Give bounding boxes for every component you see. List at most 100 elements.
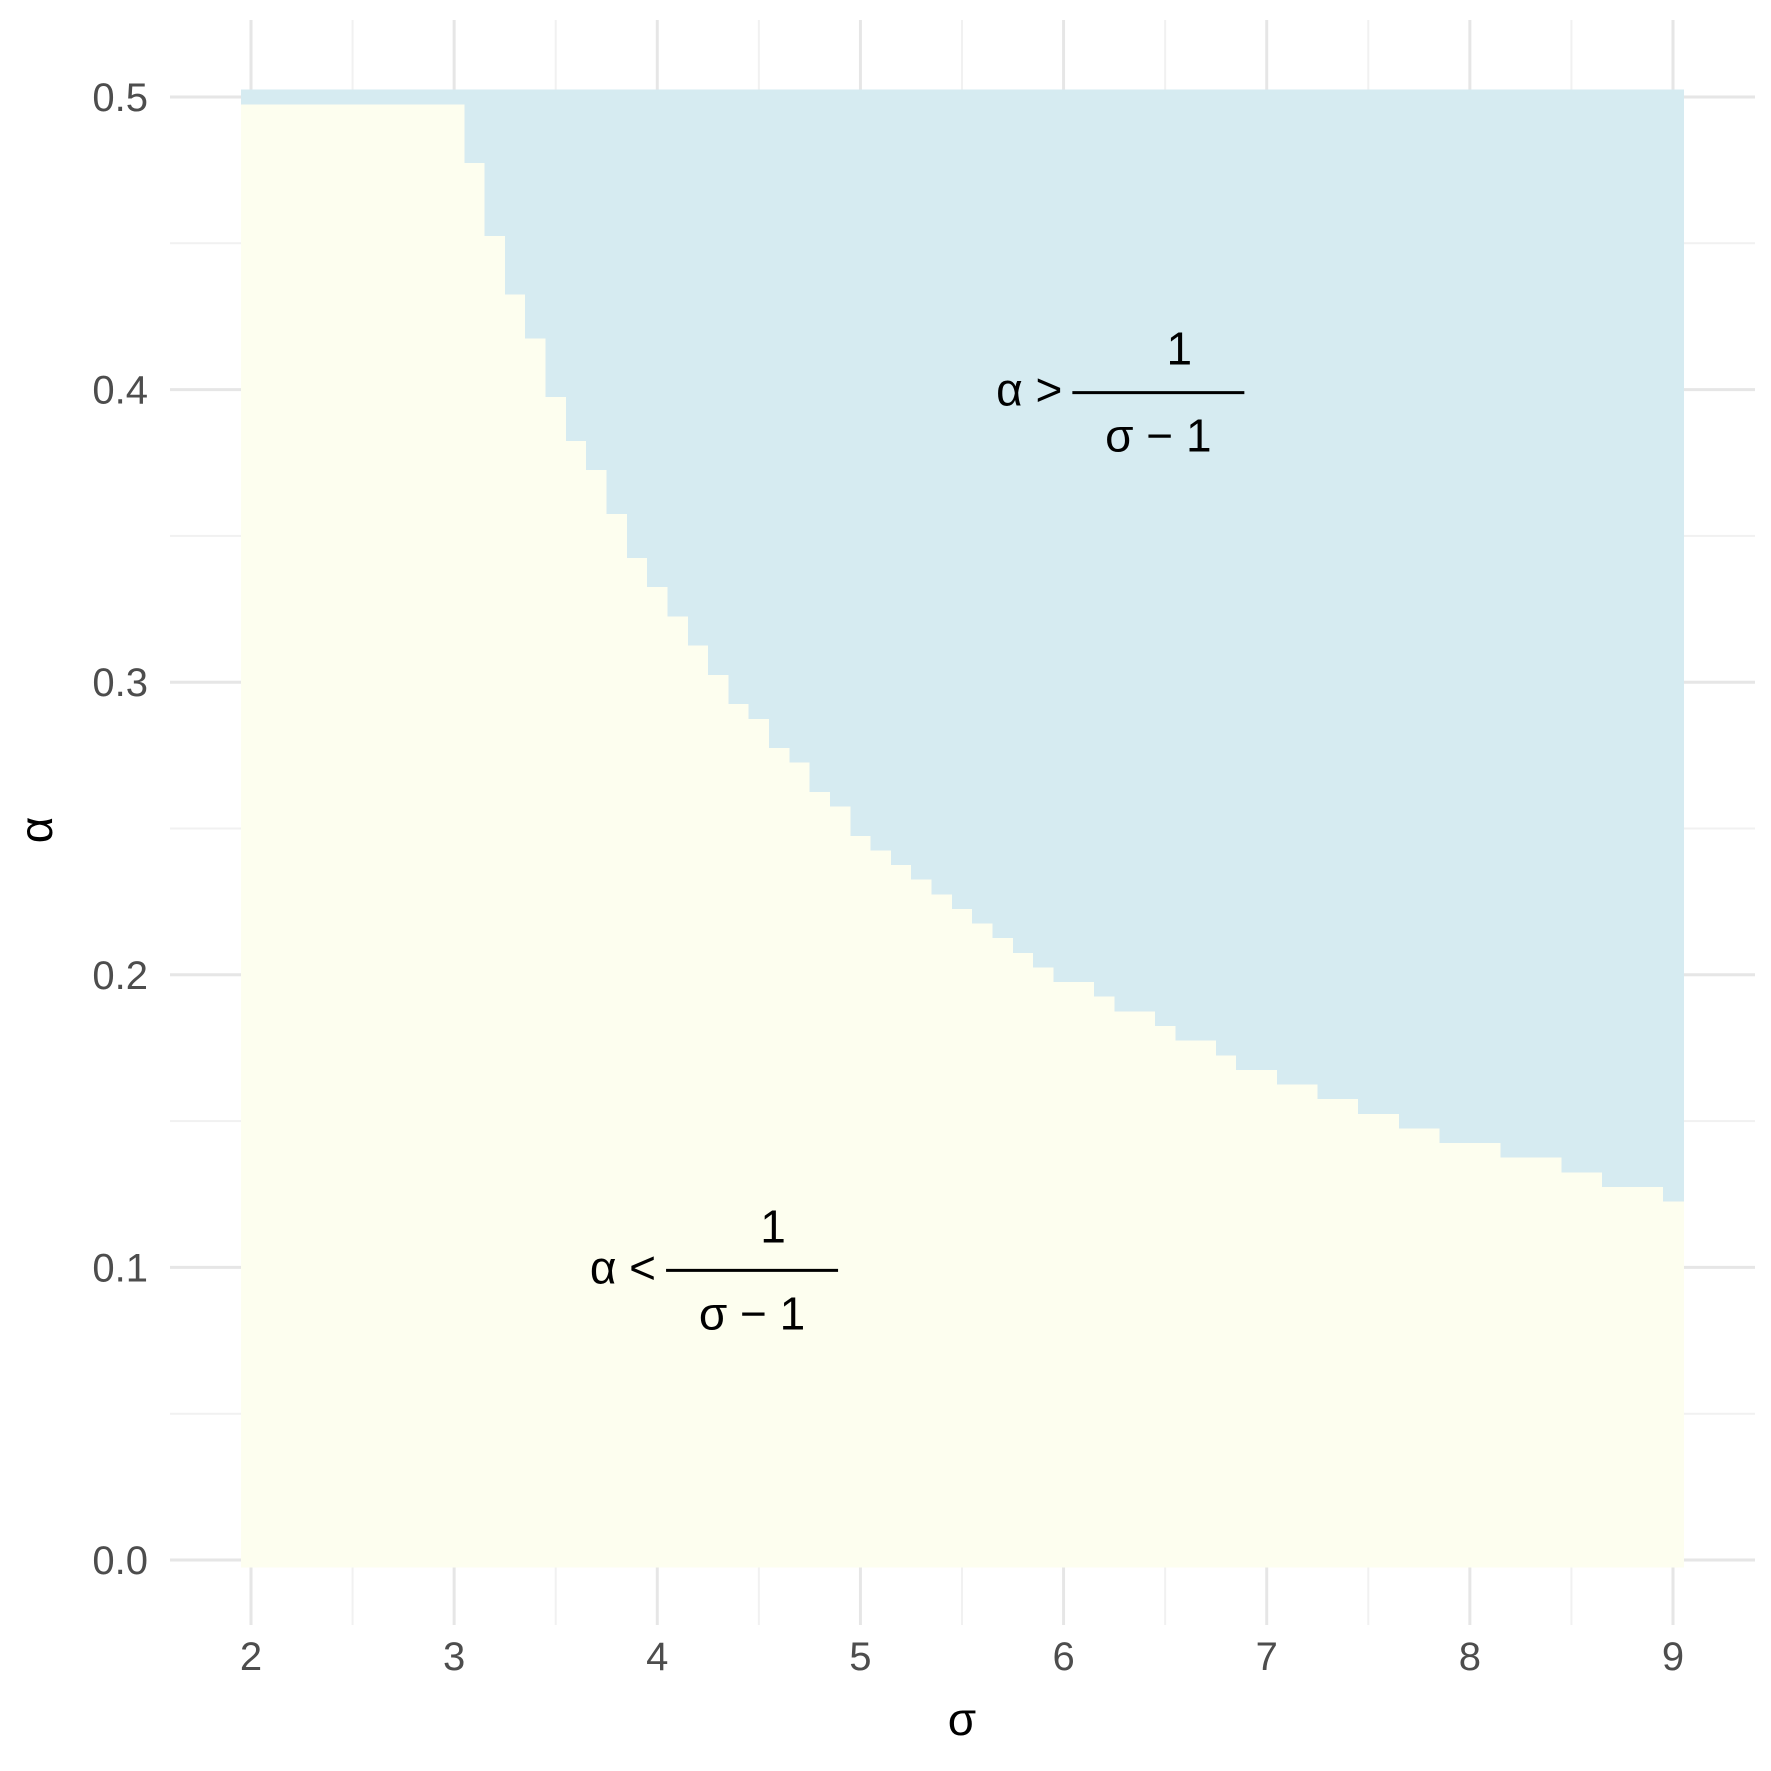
region-cell-below [1581, 1172, 1603, 1568]
region-cell-above [1581, 89, 1603, 1173]
region-cell-above [1622, 89, 1644, 1187]
region-cell-above [870, 89, 892, 851]
region-cell-below [1540, 1157, 1562, 1568]
region-cell-below [1642, 1186, 1664, 1568]
region-cell-above [1419, 89, 1440, 1129]
y-tick-label: 0.3 [92, 661, 148, 705]
region-label-below: α < 1 σ − 1 [590, 1200, 839, 1339]
region-cell-above [1540, 89, 1562, 1158]
region-cell-above [850, 89, 872, 836]
region-cell-below [809, 791, 831, 1568]
region-cell-above [1398, 89, 1420, 1129]
region-cell-below [1520, 1157, 1542, 1568]
region-cell-above [1337, 89, 1359, 1100]
region-cell-below [870, 850, 892, 1568]
region-cell-below [1459, 1143, 1481, 1568]
region-cell-below [687, 645, 709, 1568]
region-cell-below [443, 104, 465, 1568]
region-cell-below [1378, 1113, 1400, 1568]
region-cell-below [850, 835, 872, 1568]
region-label-numerator: 1 [760, 1200, 786, 1252]
y-axis-ticks: 0.0 0.1 0.2 0.3 0.4 0.5 [92, 76, 148, 1583]
region-cell-below [1175, 1040, 1197, 1568]
region-cell-below [1195, 1040, 1217, 1568]
region-cell-above [1561, 89, 1583, 1173]
region-cell-below [1622, 1186, 1644, 1568]
region-cell-below [240, 104, 262, 1568]
region-cell-below [525, 338, 547, 1568]
region-cell-below [1317, 1099, 1339, 1568]
region-cell-below [829, 806, 851, 1568]
region-cell-below [769, 748, 790, 1568]
region-cell-above [789, 89, 811, 763]
region-cell-below [606, 513, 628, 1568]
y-tick-label: 0.1 [92, 1246, 148, 1290]
region-cell-above [769, 89, 790, 749]
region-cell-below [992, 938, 1014, 1568]
x-tick-label: 6 [1052, 1635, 1074, 1679]
region-cell-below [667, 616, 689, 1568]
region-cell-above [1073, 89, 1095, 983]
region-cell-below [423, 104, 445, 1568]
region-cells [240, 89, 1684, 1568]
region-cell-below [890, 865, 912, 1568]
region-cell-above [1601, 89, 1623, 1187]
region-cell-below [484, 235, 506, 1568]
region-cell-below [281, 104, 303, 1568]
region-cell-above [1033, 89, 1055, 968]
region-cell-above [565, 89, 587, 441]
region-cell-below [1297, 1084, 1319, 1568]
region-cell-above [1215, 89, 1237, 1056]
y-tick-label: 0.2 [92, 954, 148, 998]
region-cell-below [1601, 1186, 1623, 1568]
region-cell-above [1520, 89, 1542, 1158]
region-label-lhs: α > [996, 364, 1062, 416]
region-cell-above [281, 89, 303, 105]
region-cell-above [1480, 89, 1501, 1144]
region-cell-below [708, 674, 729, 1568]
region-cell-below [504, 294, 526, 1568]
region-cell-above [1642, 89, 1664, 1187]
region-cell-above [728, 89, 750, 705]
region-cell-below [1033, 967, 1055, 1568]
region-label-above: α > 1 σ − 1 [996, 323, 1245, 462]
region-cell-below [1012, 952, 1034, 1568]
region-cell-above [667, 89, 689, 617]
region-cell-above [972, 89, 994, 924]
region-cell-below [626, 557, 648, 1568]
region-cell-below [403, 104, 425, 1568]
x-tick-label: 7 [1256, 1635, 1278, 1679]
region-cell-below [1073, 982, 1095, 1568]
y-tick-label: 0.4 [92, 369, 148, 413]
region-cell-below [586, 470, 608, 1568]
region-cell-above [911, 89, 933, 880]
region-cell-below [1358, 1113, 1380, 1568]
region-cell-above [687, 89, 709, 646]
region-label-numerator: 1 [1167, 323, 1193, 375]
region-cell-below [301, 104, 323, 1568]
y-tick-label: 0.5 [92, 76, 148, 120]
region-cell-above [1236, 89, 1258, 1070]
x-tick-label: 8 [1459, 1635, 1481, 1679]
region-cell-above [1114, 89, 1136, 1012]
region-cell-below [1114, 1011, 1136, 1568]
region-cell-above [1459, 89, 1481, 1144]
region-cell-below [383, 104, 404, 1568]
region-cell-below [1134, 1011, 1156, 1568]
region-cell-above [1500, 89, 1522, 1158]
region-cell-below [911, 879, 933, 1568]
region-cell-below [951, 908, 973, 1568]
region-cell-above [443, 89, 465, 105]
region-cell-below [1236, 1069, 1258, 1568]
y-tick-label: 0.0 [92, 1539, 148, 1583]
x-tick-label: 5 [849, 1635, 871, 1679]
region-cell-below [1215, 1055, 1237, 1568]
y-axis-title: α [10, 817, 62, 844]
region-cell-above [626, 89, 648, 558]
region-cell-below [789, 762, 811, 1568]
x-tick-label: 4 [646, 1635, 668, 1679]
region-cell-below [362, 104, 384, 1568]
region-cell-above [1297, 89, 1319, 1085]
region-cell-above [322, 89, 344, 105]
region-cell-above [708, 89, 729, 675]
